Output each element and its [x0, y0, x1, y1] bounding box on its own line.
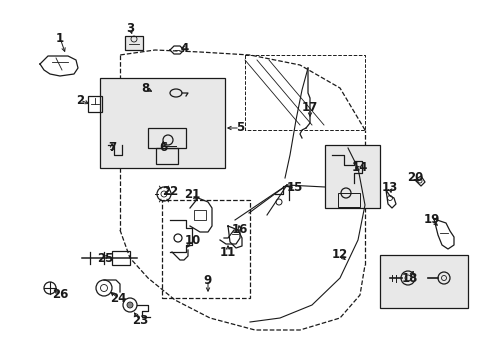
- Text: 22: 22: [162, 185, 178, 198]
- Text: 9: 9: [203, 274, 212, 287]
- Text: 6: 6: [159, 141, 167, 154]
- Text: 17: 17: [301, 102, 318, 114]
- Text: 8: 8: [141, 81, 149, 94]
- Text: 21: 21: [183, 189, 200, 202]
- Text: 26: 26: [52, 288, 68, 301]
- Text: 20: 20: [406, 171, 422, 184]
- Circle shape: [127, 302, 133, 308]
- Bar: [194, 210, 205, 220]
- Text: 25: 25: [97, 252, 113, 265]
- Text: 10: 10: [184, 234, 201, 247]
- Text: 15: 15: [286, 181, 303, 194]
- Text: 14: 14: [351, 162, 367, 175]
- Bar: [162, 200, 249, 298]
- Text: 16: 16: [231, 224, 248, 237]
- Bar: [337, 193, 359, 207]
- Text: 11: 11: [220, 246, 236, 258]
- Bar: [125, 36, 142, 50]
- Text: 13: 13: [381, 181, 397, 194]
- Text: 19: 19: [423, 213, 439, 226]
- Text: 5: 5: [235, 121, 244, 135]
- Text: 23: 23: [132, 314, 148, 327]
- Text: 1: 1: [56, 31, 64, 45]
- Bar: [148, 128, 185, 148]
- Text: 4: 4: [181, 41, 189, 54]
- Bar: [379, 255, 467, 308]
- Text: 2: 2: [76, 94, 84, 107]
- Text: 24: 24: [110, 292, 126, 305]
- Bar: [100, 78, 224, 168]
- Bar: [112, 251, 130, 265]
- Text: 3: 3: [126, 22, 134, 35]
- Text: 12: 12: [331, 248, 347, 261]
- Bar: [325, 145, 379, 208]
- Text: 7: 7: [108, 141, 116, 154]
- Bar: [156, 148, 178, 164]
- Bar: [88, 96, 102, 112]
- Text: 18: 18: [401, 271, 417, 284]
